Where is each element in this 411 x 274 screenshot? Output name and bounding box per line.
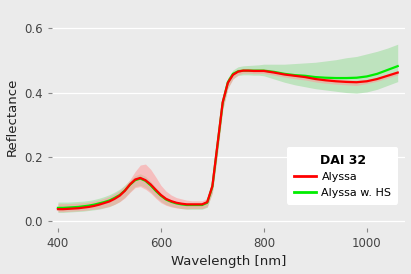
Legend: Alyssa, Alyssa w. HS: Alyssa, Alyssa w. HS — [287, 147, 398, 204]
X-axis label: Wavelength [nm]: Wavelength [nm] — [171, 255, 286, 269]
Y-axis label: Reflectance: Reflectance — [6, 78, 18, 156]
